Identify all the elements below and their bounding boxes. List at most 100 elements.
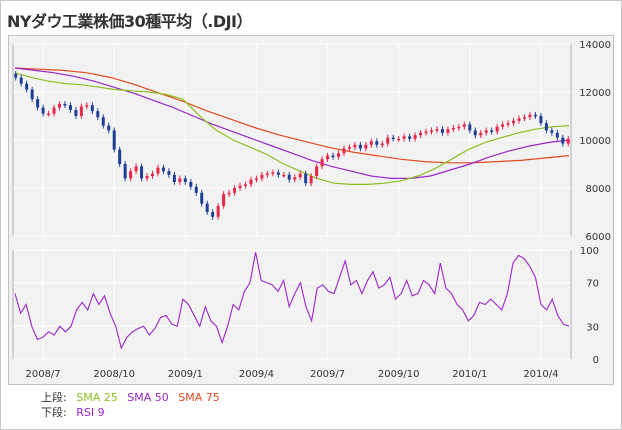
candle-body — [468, 124, 472, 131]
candle-body — [85, 105, 89, 107]
candle-body — [309, 176, 313, 184]
candle-body — [227, 192, 231, 195]
candle-body — [550, 130, 554, 133]
rsi-line — [14, 252, 570, 350]
candle-body — [276, 172, 280, 175]
candle-body — [386, 137, 390, 144]
candle-body — [254, 178, 258, 180]
candle-body — [118, 149, 122, 164]
candle-body — [200, 192, 204, 204]
legend-lower-label: 下段: — [41, 406, 67, 419]
candle-body — [539, 116, 543, 124]
candle-body — [101, 117, 105, 126]
y-tick-label-lower: 0 — [593, 355, 599, 366]
legend-upper: 上段: SMA 25 SMA 50 SMA 75 — [41, 389, 226, 405]
candle-body — [74, 110, 78, 116]
candle-body — [161, 167, 165, 172]
candle-body — [435, 129, 439, 131]
candle-body — [57, 104, 62, 108]
candle-body — [271, 172, 275, 174]
candle-body — [315, 166, 319, 176]
candle-body — [178, 178, 182, 182]
sma25-line — [14, 72, 570, 185]
sma75-line — [14, 67, 570, 164]
candle-body — [68, 105, 72, 110]
candle-body — [211, 212, 215, 217]
y-tick-label-upper: 10000 — [579, 136, 611, 147]
y-tick-label-lower: 30 — [586, 322, 599, 333]
candle-body — [336, 153, 341, 157]
legend-rsi: RSI 9 — [76, 406, 105, 419]
x-tick-label: 2009/4 — [239, 369, 274, 380]
candle-body — [528, 114, 532, 118]
candle-body — [107, 125, 111, 131]
x-tick-label: 2009/7 — [310, 369, 345, 380]
candle-body — [36, 99, 40, 108]
candle-body — [544, 123, 548, 131]
candle-body — [326, 155, 330, 160]
candle-body — [47, 113, 51, 116]
candle-body — [424, 131, 428, 134]
candle-body — [397, 138, 401, 141]
candle-body — [440, 129, 444, 133]
candle-body — [462, 124, 466, 127]
candle-body — [265, 173, 269, 176]
candle-body — [369, 141, 373, 145]
candle-body — [167, 171, 171, 175]
candle-body — [123, 164, 127, 179]
candle-body — [287, 174, 291, 180]
candle-body — [25, 83, 29, 90]
legend-lower: 下段: RSI 9 — [41, 404, 111, 420]
candle-body — [63, 104, 67, 106]
candle-body — [134, 166, 138, 172]
candle-body — [96, 111, 100, 118]
candle-body — [112, 130, 116, 150]
candle-body — [419, 132, 423, 136]
candle-body — [501, 124, 505, 127]
x-tick-label: 2008/10 — [93, 369, 135, 380]
candle-body — [320, 159, 324, 167]
candle-body — [222, 194, 226, 206]
candle-body — [282, 174, 286, 177]
y-tick-label-lower: 70 — [586, 279, 599, 290]
candle-body — [512, 120, 516, 124]
candle-body — [490, 130, 494, 132]
candle-body — [145, 176, 149, 179]
candle-body — [205, 203, 209, 212]
y-tick-label-upper: 6000 — [586, 232, 611, 243]
y-tick-label-lower: 100 — [580, 246, 599, 257]
candle-body — [358, 144, 362, 149]
candle-body — [304, 173, 308, 184]
candle-body — [140, 166, 144, 179]
legend-sma50: SMA 50 — [127, 391, 169, 404]
candle-body — [156, 167, 160, 174]
x-tick-label: 2009/10 — [378, 369, 420, 380]
candle-body — [353, 144, 357, 148]
candle-body — [495, 126, 499, 132]
candle-body — [52, 107, 56, 114]
candle-body — [413, 135, 417, 139]
candle-body — [172, 174, 176, 182]
candle-body — [30, 89, 34, 100]
candle-body — [380, 143, 384, 146]
candle-body — [522, 117, 527, 119]
candle-body — [233, 188, 237, 193]
legend-sma25: SMA 25 — [76, 391, 118, 404]
x-tick-label: 2009/1 — [168, 369, 203, 380]
candle-body — [479, 132, 483, 136]
candle-body — [566, 138, 570, 144]
x-tick-label: 2010/1 — [452, 369, 487, 380]
candle-body — [375, 141, 379, 145]
candle-body — [189, 182, 193, 187]
x-tick-label: 2008/7 — [25, 369, 60, 380]
candle-body — [429, 130, 434, 132]
candle-body — [457, 126, 461, 129]
candle-body — [347, 147, 351, 149]
candle-body — [238, 185, 242, 188]
candle-body — [298, 173, 302, 178]
candle-body — [561, 137, 565, 144]
candle-body — [446, 129, 450, 133]
lower-panel — [12, 249, 572, 360]
